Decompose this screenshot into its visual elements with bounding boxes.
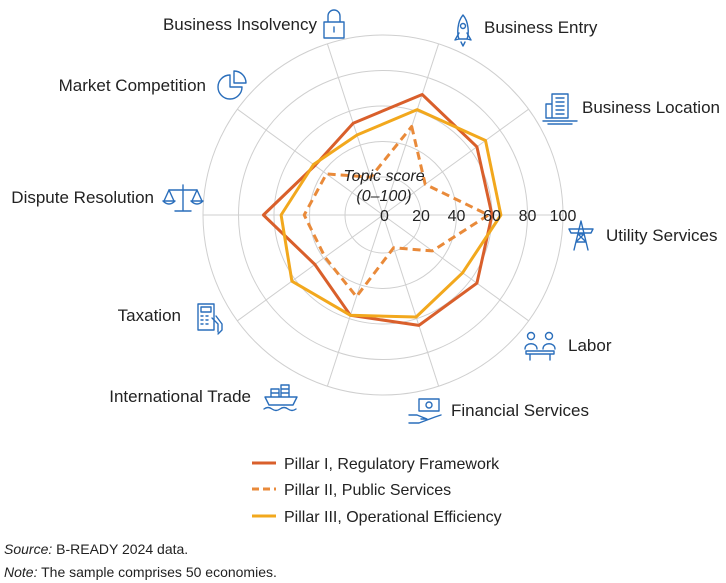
topic-label-7: Taxation — [118, 306, 181, 325]
center-labels: Topic score (0–100) — [343, 168, 424, 205]
tick-label-40: 40 — [448, 208, 466, 225]
radial-tick-labels: 0 20 40 60 80 100 — [380, 208, 576, 225]
tick-label-100: 100 — [550, 208, 577, 225]
rocket-icon — [454, 14, 472, 47]
topic-label-8: Dispute Resolution — [11, 188, 154, 207]
calculator-hand-icon — [197, 303, 223, 335]
power-tower-icon — [568, 220, 594, 251]
topic-icons — [162, 9, 594, 424]
series-line-3 — [279, 108, 503, 319]
grid-spoke-7 — [237, 214, 384, 322]
note-text: The sample comprises 50 economies. — [41, 564, 277, 580]
grid-spoke-5 — [382, 214, 440, 387]
building-icon — [542, 93, 578, 125]
topic-label-9: Market Competition — [59, 76, 206, 95]
topic-label-5: Financial Services — [451, 401, 589, 420]
topic-label-6: International Trade — [109, 387, 251, 406]
series-line-2 — [302, 125, 490, 299]
topic-label-2: Business Location — [582, 98, 720, 117]
tick-label-60: 60 — [483, 208, 501, 225]
grid-spoke-2 — [382, 108, 529, 216]
center-title-line1: Topic score — [343, 168, 424, 185]
topic-label-4: Labor — [568, 336, 612, 355]
topic-label-10: Business Insolvency — [163, 15, 318, 34]
padlock-icon — [323, 9, 345, 39]
tick-label-0: 0 — [380, 208, 389, 225]
legend-label-3: Pillar III, Operational Efficiency — [284, 509, 502, 526]
topic-labels: Business Entry Business Location Utility S… — [11, 15, 720, 420]
radar-series — [261, 93, 503, 327]
grid-spoke-6 — [326, 214, 384, 387]
tick-label-80: 80 — [519, 208, 537, 225]
scales-icon — [162, 184, 204, 212]
meeting-people-icon — [524, 331, 556, 361]
grid-spoke-4 — [382, 214, 529, 322]
legend-label-1: Pillar I, Regulatory Framework — [284, 456, 500, 473]
money-hand-icon — [408, 398, 442, 424]
source-lead: Source: — [4, 541, 53, 557]
topic-label-1: Business Entry — [484, 18, 598, 37]
source-text: B-READY 2024 data. — [56, 541, 189, 557]
grid-spoke-9 — [237, 108, 384, 216]
legend: Pillar I, Regulatory Framework Pillar II,… — [252, 456, 502, 526]
cargo-ship-icon — [263, 384, 298, 412]
grid-spoke-10 — [326, 43, 384, 216]
legend-label-2: Pillar II, Public Services — [284, 482, 451, 499]
tick-label-20: 20 — [412, 208, 430, 225]
pie-chart-icon — [217, 70, 247, 100]
sample-note: Note: The sample comprises 50 economies. — [4, 564, 277, 580]
note-lead: Note: — [4, 564, 38, 580]
topic-label-3: Utility Services — [606, 226, 717, 245]
radar-grid — [202, 34, 564, 396]
center-title-line2: (0–100) — [356, 188, 411, 205]
source-note: Source: B-READY 2024 data. — [4, 541, 188, 557]
